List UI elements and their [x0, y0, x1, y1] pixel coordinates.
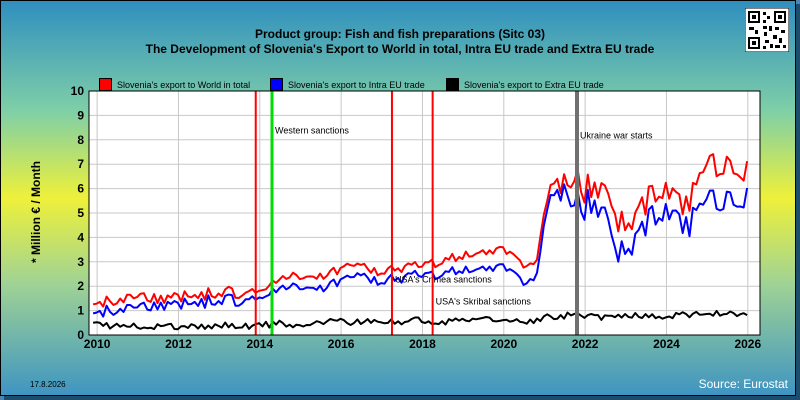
- y-tick-label: 5: [77, 206, 84, 220]
- qr-code-icon: [745, 8, 789, 52]
- x-tick-label: 2016: [328, 337, 355, 351]
- plot-border: [88, 90, 761, 336]
- x-tick-label: 2024: [653, 337, 680, 351]
- y-tick-label: 6: [77, 182, 84, 196]
- chart-title: Product group: Fish and fish preparation…: [254, 27, 546, 41]
- legend-label-intra: Slovenia's export to Intra EU trade: [288, 80, 425, 90]
- y-tick-label: 2: [77, 279, 84, 293]
- legend-item-intra: Slovenia's export to Intra EU trade: [270, 78, 425, 92]
- legend-label-extra: Slovenia's export to Extra EU trade: [464, 80, 604, 90]
- y-axis-label: * Million € / Month: [29, 161, 43, 263]
- y-tick-label: 3: [77, 255, 84, 269]
- event-label: USA's Skribal sanctions: [436, 297, 532, 307]
- event-label: USA's Crimea sanctions: [395, 275, 492, 285]
- legend-item-extra: Slovenia's export to Extra EU trade: [446, 78, 604, 92]
- y-tick-label: 4: [77, 230, 84, 244]
- event-label: Western sanctions: [275, 126, 349, 136]
- x-tick-label: 2022: [572, 337, 599, 351]
- x-tick-label: 2014: [246, 337, 273, 351]
- y-tick-label: 9: [77, 108, 84, 122]
- x-tick-label: 2012: [165, 337, 192, 351]
- x-tick-label: 2026: [734, 337, 761, 351]
- y-tick-label: 1: [77, 304, 84, 318]
- y-tick-label: 10: [71, 84, 85, 98]
- source-note: Source: Eurostat: [698, 377, 788, 391]
- series-line: [92, 183, 749, 318]
- legend-swatch-world: [99, 78, 112, 91]
- legend-swatch-intra: [270, 78, 283, 91]
- y-tick-label: 8: [77, 133, 84, 147]
- date-stamp: 17.8.2026: [30, 380, 66, 389]
- x-tick-label: 2020: [490, 337, 517, 351]
- x-tick-label: 2010: [84, 337, 111, 351]
- y-tick-label: 0: [77, 328, 84, 342]
- x-tick-label: 2018: [409, 337, 436, 351]
- legend-swatch-extra: [446, 78, 459, 91]
- chart-subtitle: The Development of Slovenia's Export to …: [145, 42, 655, 56]
- event-label: Ukraine war starts: [580, 131, 653, 141]
- y-tick-label: 7: [77, 157, 84, 171]
- series-line: [92, 309, 748, 331]
- series-line: [92, 153, 749, 308]
- legend-item-world: Slovenia's export to World in total: [99, 78, 250, 92]
- legend-label-world: Slovenia's export to World in total: [117, 80, 251, 90]
